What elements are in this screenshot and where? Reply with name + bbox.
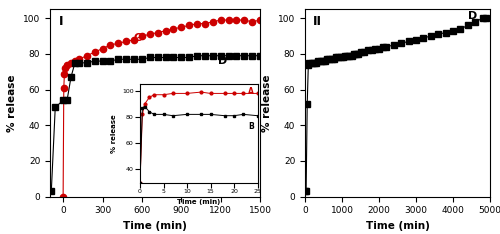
Text: A: A — [248, 87, 254, 96]
Text: D: D — [468, 11, 477, 21]
Text: C: C — [134, 33, 142, 43]
X-axis label: Time (min): Time (min) — [123, 221, 187, 231]
Y-axis label: % release: % release — [110, 114, 116, 153]
Y-axis label: % release: % release — [262, 74, 272, 132]
X-axis label: Time (min): Time (min) — [177, 199, 220, 205]
Y-axis label: % release: % release — [8, 74, 18, 132]
X-axis label: Time (min): Time (min) — [366, 221, 430, 231]
Text: I: I — [58, 15, 63, 28]
Text: D: D — [218, 56, 227, 66]
Text: II: II — [312, 15, 322, 28]
Text: B: B — [248, 122, 254, 131]
